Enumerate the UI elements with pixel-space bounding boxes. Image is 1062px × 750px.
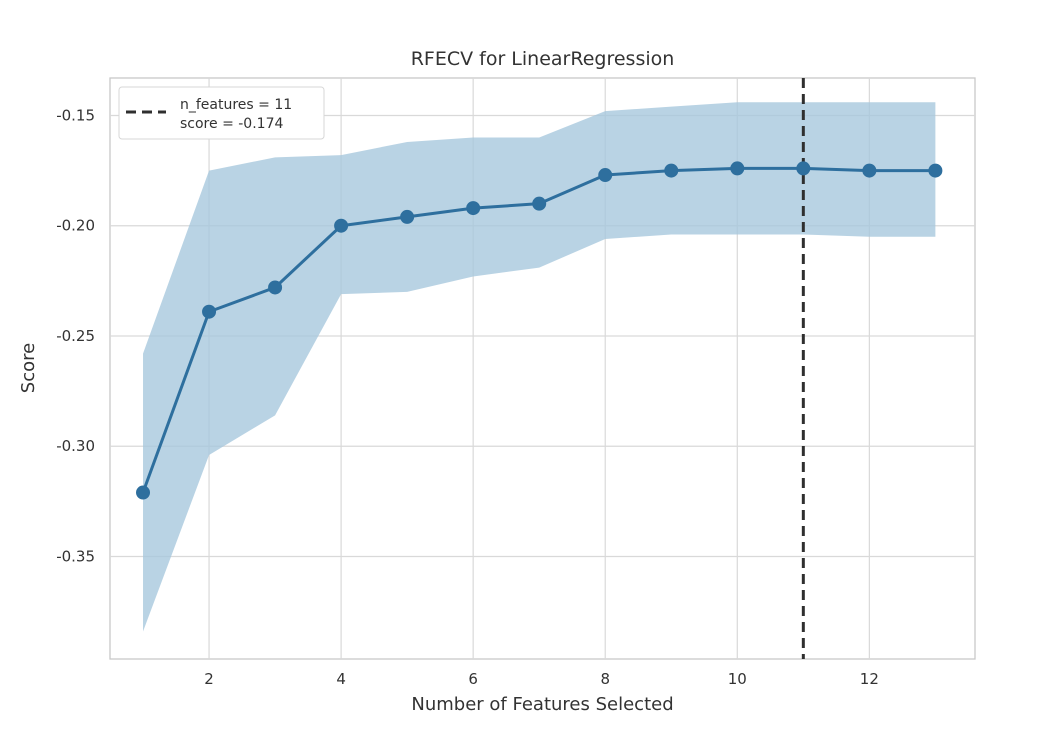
legend: n_features = 11 score = -0.174 [118,86,325,140]
y-tick-label: -0.35 [56,547,95,565]
chart-title: RFECV for LinearRegression [411,48,675,70]
x-tick-label: 2 [204,670,214,688]
score-points-layer [136,161,943,500]
y-tick-label: -0.15 [56,106,95,124]
x-tick-label: 6 [468,670,478,688]
score-point [466,201,481,216]
score-point [136,485,151,500]
score-point [532,196,547,211]
score-point [862,163,877,178]
score-point [400,209,415,224]
confidence-band-layer [143,102,936,632]
x-tick-label: 12 [860,670,879,688]
score-point [202,304,217,319]
score-point [730,161,745,176]
x-tick-label: 8 [600,670,610,688]
score-point [334,218,349,233]
legend-box [118,86,325,140]
score-point [928,163,943,178]
x-tick-label: 10 [728,670,747,688]
tick-labels: 2 4 6 8 10 12 -0.15 -0.20 -0.25 -0.30 -0.35 [56,106,879,688]
y-tick-label: -0.30 [56,437,95,455]
y-tick-label: -0.25 [56,327,95,345]
y-axis-label: Score [18,343,39,393]
legend-line-2: score = -0.174 [180,116,283,132]
score-point [664,163,679,178]
score-point [598,168,613,183]
legend-line-1: n_features = 11 [180,97,292,113]
confidence-band [143,102,936,632]
y-tick-label: -0.20 [56,217,95,235]
score-point [268,280,283,295]
x-tick-label: 4 [336,670,346,688]
score-point [796,161,811,176]
x-axis-label: Number of Features Selected [411,694,673,715]
